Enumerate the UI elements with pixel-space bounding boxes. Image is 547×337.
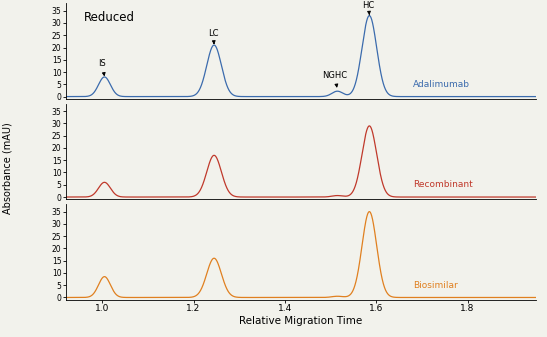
Text: LC: LC (208, 29, 218, 44)
Text: HC: HC (362, 0, 375, 15)
Text: Reduced: Reduced (84, 11, 135, 24)
X-axis label: Relative Migration Time: Relative Migration Time (239, 316, 363, 326)
Text: Biosimilar: Biosimilar (413, 281, 457, 290)
Text: IS: IS (98, 59, 106, 75)
Text: Recombinant: Recombinant (413, 180, 473, 189)
Text: NGHC: NGHC (323, 71, 348, 87)
Text: Absorbance (mAU): Absorbance (mAU) (3, 123, 13, 214)
Text: Adalimumab: Adalimumab (413, 80, 470, 89)
